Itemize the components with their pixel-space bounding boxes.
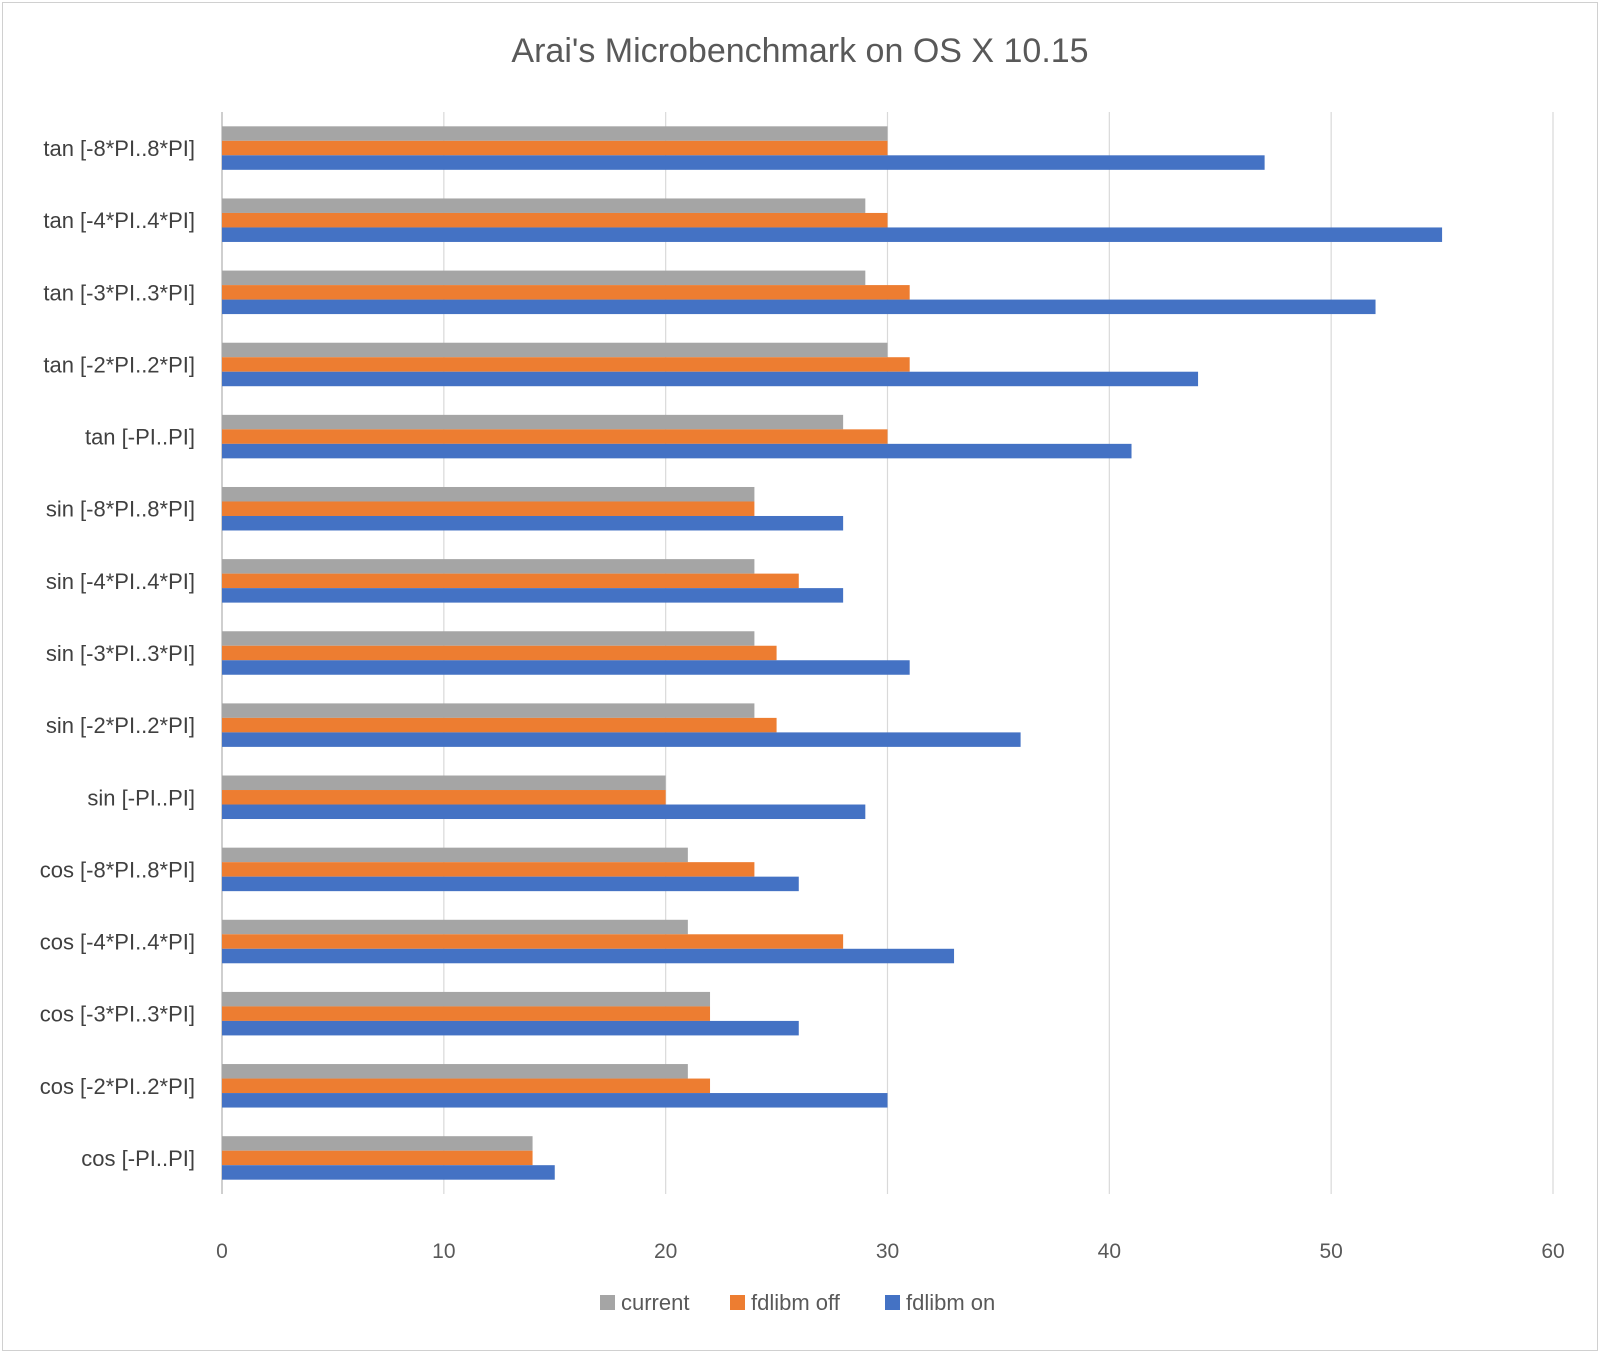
- legend-swatch: [600, 1295, 615, 1310]
- category-label: cos [-4*PI..4*PI]: [40, 930, 195, 955]
- category-label: cos [-2*PI..2*PI]: [40, 1074, 195, 1099]
- bar-current-14: [222, 1136, 533, 1151]
- bar-current-9: [222, 775, 666, 791]
- category-label: sin [-2*PI..2*PI]: [46, 713, 195, 738]
- category-label: tan [-3*PI..3*PI]: [43, 280, 195, 305]
- x-tick-label: 40: [1098, 1240, 1121, 1263]
- bar-fdlibm-off-13: [222, 1078, 711, 1094]
- bar-current-8: [222, 703, 755, 718]
- category-label: sin [-8*PI..8*PI]: [46, 497, 195, 522]
- category-label: sin [-4*PI..4*PI]: [46, 569, 195, 594]
- bar-fdlibm-on-0: [222, 155, 1265, 170]
- category-label: sin [-PI..PI]: [87, 785, 195, 810]
- category-label: tan [-2*PI..2*PI]: [43, 352, 195, 377]
- bar-fdlibm-off-10: [222, 862, 755, 877]
- x-tick-label: 50: [1319, 1240, 1342, 1263]
- bar-current-13: [222, 1064, 688, 1079]
- bar-fdlibm-off-11: [222, 934, 844, 949]
- bar-fdlibm-off-8: [222, 717, 777, 733]
- category-label: tan [-4*PI..4*PI]: [43, 208, 195, 233]
- bar-fdlibm-on-12: [222, 1020, 799, 1036]
- bar-current-6: [222, 559, 755, 574]
- bar-current-7: [222, 631, 755, 646]
- category-label: cos [-PI..PI]: [81, 1146, 195, 1171]
- x-tick-label: 60: [1541, 1240, 1564, 1263]
- bar-current-4: [222, 414, 844, 430]
- category-label: tan [-PI..PI]: [85, 425, 195, 450]
- bar-fdlibm-on-9: [222, 804, 866, 820]
- bar-current-0: [222, 126, 888, 141]
- legend-label: current: [621, 1290, 689, 1315]
- bar-fdlibm-on-5: [222, 515, 844, 531]
- legend: current fdlibm off fdlibm on: [600, 1290, 995, 1315]
- bar-current-5: [222, 486, 755, 502]
- legend-label: fdlibm off: [751, 1290, 841, 1315]
- bar-fdlibm-off-12: [222, 1006, 711, 1021]
- bars: [222, 126, 1443, 1180]
- x-tick-label: 0: [216, 1240, 228, 1263]
- category-label: sin [-3*PI..3*PI]: [46, 641, 195, 666]
- x-tick-label: 30: [876, 1240, 899, 1263]
- bar-fdlibm-off-9: [222, 790, 666, 805]
- x-tick-labels: 0 10 20 30 40 50 60: [216, 1240, 1565, 1263]
- bar-fdlibm-on-2: [222, 299, 1376, 315]
- bar-current-3: [222, 342, 888, 358]
- bar-current-12: [222, 991, 711, 1007]
- bar-fdlibm-off-14: [222, 1150, 533, 1166]
- bar-fdlibm-on-1: [222, 227, 1443, 242]
- bar-current-11: [222, 919, 688, 935]
- bar-fdlibm-off-6: [222, 573, 799, 589]
- legend-swatch: [730, 1295, 745, 1310]
- chart-title: Arai's Microbenchmark on OS X 10.15: [511, 32, 1088, 70]
- bar-fdlibm-on-3: [222, 371, 1199, 387]
- bar-fdlibm-on-8: [222, 732, 1021, 747]
- bar-current-2: [222, 270, 866, 286]
- category-labels: tan [-8*PI..8*PI] tan [-4*PI..4*PI] tan [-…: [40, 136, 195, 1171]
- x-tick-label: 20: [654, 1240, 677, 1263]
- category-label: cos [-3*PI..3*PI]: [40, 1002, 195, 1027]
- legend-label: fdlibm on: [906, 1290, 995, 1315]
- legend-swatch: [885, 1295, 900, 1310]
- category-label: tan [-8*PI..8*PI]: [43, 136, 195, 161]
- bar-fdlibm-off-5: [222, 501, 755, 516]
- bar-fdlibm-on-6: [222, 588, 844, 603]
- bar-fdlibm-on-11: [222, 948, 955, 964]
- bar-fdlibm-on-10: [222, 876, 799, 892]
- bar-fdlibm-on-14: [222, 1165, 555, 1180]
- category-label: cos [-8*PI..8*PI]: [40, 857, 195, 882]
- bar-fdlibm-on-13: [222, 1093, 888, 1108]
- bar-fdlibm-off-7: [222, 645, 777, 661]
- bar-fdlibm-off-4: [222, 429, 888, 444]
- bar-current-10: [222, 847, 688, 863]
- bar-fdlibm-off-1: [222, 212, 888, 228]
- bar-current-1: [222, 198, 866, 213]
- x-tick-label: 10: [432, 1240, 455, 1263]
- bar-fdlibm-off-3: [222, 357, 910, 372]
- bar-fdlibm-on-4: [222, 443, 1132, 459]
- bar-fdlibm-off-0: [222, 140, 888, 156]
- bar-fdlibm-off-2: [222, 285, 910, 300]
- bar-fdlibm-on-7: [222, 660, 910, 675]
